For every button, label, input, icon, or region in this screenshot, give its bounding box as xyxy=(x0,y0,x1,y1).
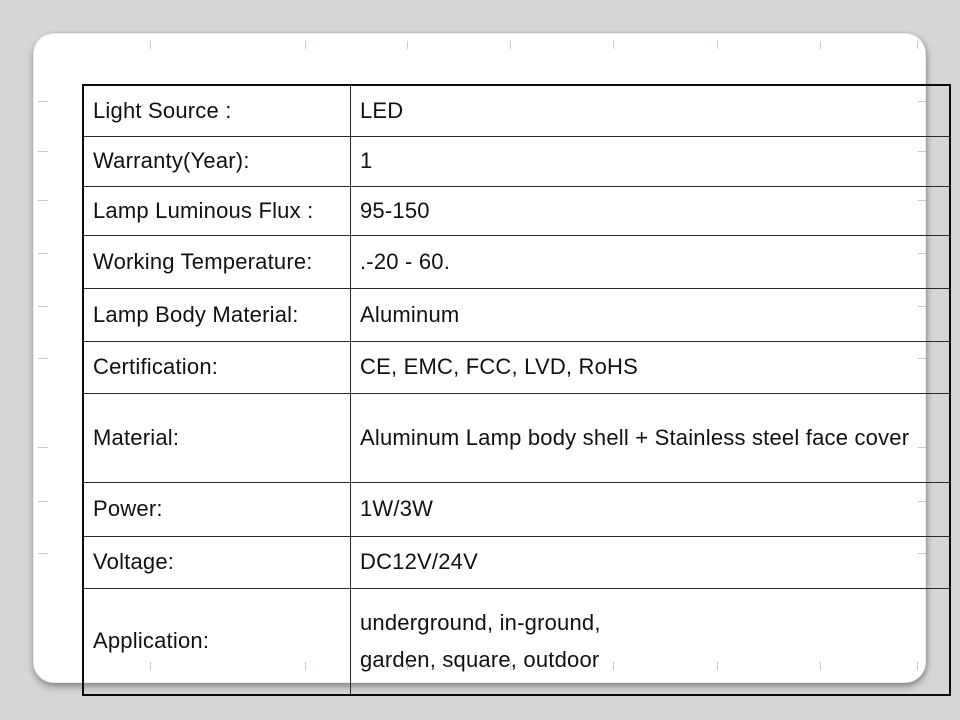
gridline-stub xyxy=(38,358,48,359)
gridline-stub xyxy=(510,41,511,49)
spec-value: 1W/3W xyxy=(350,481,951,537)
table-row: Working Temperature: .-20 - 60. xyxy=(82,234,951,289)
spec-value: Aluminum xyxy=(350,287,951,342)
spec-label: Voltage: xyxy=(82,535,351,589)
gridline-stub xyxy=(38,501,48,502)
gridline-stub xyxy=(510,662,511,670)
gridline-stub xyxy=(717,41,718,49)
spec-label: Lamp Body Material: xyxy=(82,287,351,342)
gridline-stub xyxy=(38,447,48,448)
spec-value: CE, EMC, FCC, LVD, RoHS xyxy=(350,340,951,394)
gridline-stub xyxy=(918,200,928,201)
spec-value: underground, in-ground, garden, square, o… xyxy=(350,587,951,696)
table-row: Warranty(Year): 1 xyxy=(82,135,951,187)
gridline-stub xyxy=(918,151,928,152)
spec-label: Certification: xyxy=(82,340,351,394)
table-row: Lamp Luminous Flux : 95-150 xyxy=(82,185,951,236)
gridline-stub xyxy=(820,662,821,670)
spec-label: Light Source : xyxy=(82,84,351,137)
gridline-stub xyxy=(717,662,718,670)
gridline-stub xyxy=(917,41,918,49)
table-row: Certification: CE, EMC, FCC, LVD, RoHS xyxy=(82,340,951,394)
spec-label: Lamp Luminous Flux : xyxy=(82,185,351,236)
gridline-stub xyxy=(918,553,928,554)
gridline-stub xyxy=(918,358,928,359)
spec-table-body: Light Source : LED Warranty(Year): 1 Lam… xyxy=(82,84,951,696)
gridline-stub xyxy=(820,41,821,49)
table-row: Material: Aluminum Lamp body shell + Sta… xyxy=(82,392,951,483)
gridline-stub xyxy=(407,41,408,49)
gridline-stub xyxy=(613,41,614,49)
spec-value: DC12V/24V xyxy=(350,535,951,589)
gridline-stub xyxy=(305,41,306,49)
spec-label: Application: xyxy=(82,587,351,696)
spec-value: LED xyxy=(350,84,951,137)
spec-label: Warranty(Year): xyxy=(82,135,351,187)
gridline-stub xyxy=(150,662,151,670)
gridline-stub xyxy=(918,306,928,307)
gridline-stub xyxy=(407,662,408,670)
gridline-stub xyxy=(305,662,306,670)
gridline-stub xyxy=(918,101,928,102)
gridline-stub xyxy=(38,306,48,307)
spec-value: 95-150 xyxy=(350,185,951,236)
spec-value: Aluminum Lamp body shell + Stainless ste… xyxy=(350,392,951,483)
spec-label: Material: xyxy=(82,392,351,483)
table-row: Application: underground, in-ground, gard… xyxy=(82,587,951,696)
spec-table: Light Source : LED Warranty(Year): 1 Lam… xyxy=(82,84,951,696)
gridline-stub xyxy=(150,41,151,49)
spec-label: Power: xyxy=(82,481,351,537)
gridline-stub xyxy=(918,501,928,502)
gridline-stub xyxy=(38,101,48,102)
gridline-stub xyxy=(613,662,614,670)
spec-value: .-20 - 60. xyxy=(350,234,951,289)
table-row: Voltage: DC12V/24V xyxy=(82,535,951,589)
spec-value: 1 xyxy=(350,135,951,187)
table-row: Lamp Body Material: Aluminum xyxy=(82,287,951,342)
gridline-stub xyxy=(917,662,918,670)
spec-card: Light Source : LED Warranty(Year): 1 Lam… xyxy=(33,33,951,696)
gridline-stub xyxy=(918,253,928,254)
table-row: Power: 1W/3W xyxy=(82,481,951,537)
spec-label: Working Temperature: xyxy=(82,234,351,289)
gridline-stub xyxy=(38,200,48,201)
table-row: Light Source : LED xyxy=(82,84,951,137)
gridline-stub xyxy=(918,447,928,448)
gridline-stub xyxy=(38,151,48,152)
gridline-stub xyxy=(38,253,48,254)
gridline-stub xyxy=(38,553,48,554)
